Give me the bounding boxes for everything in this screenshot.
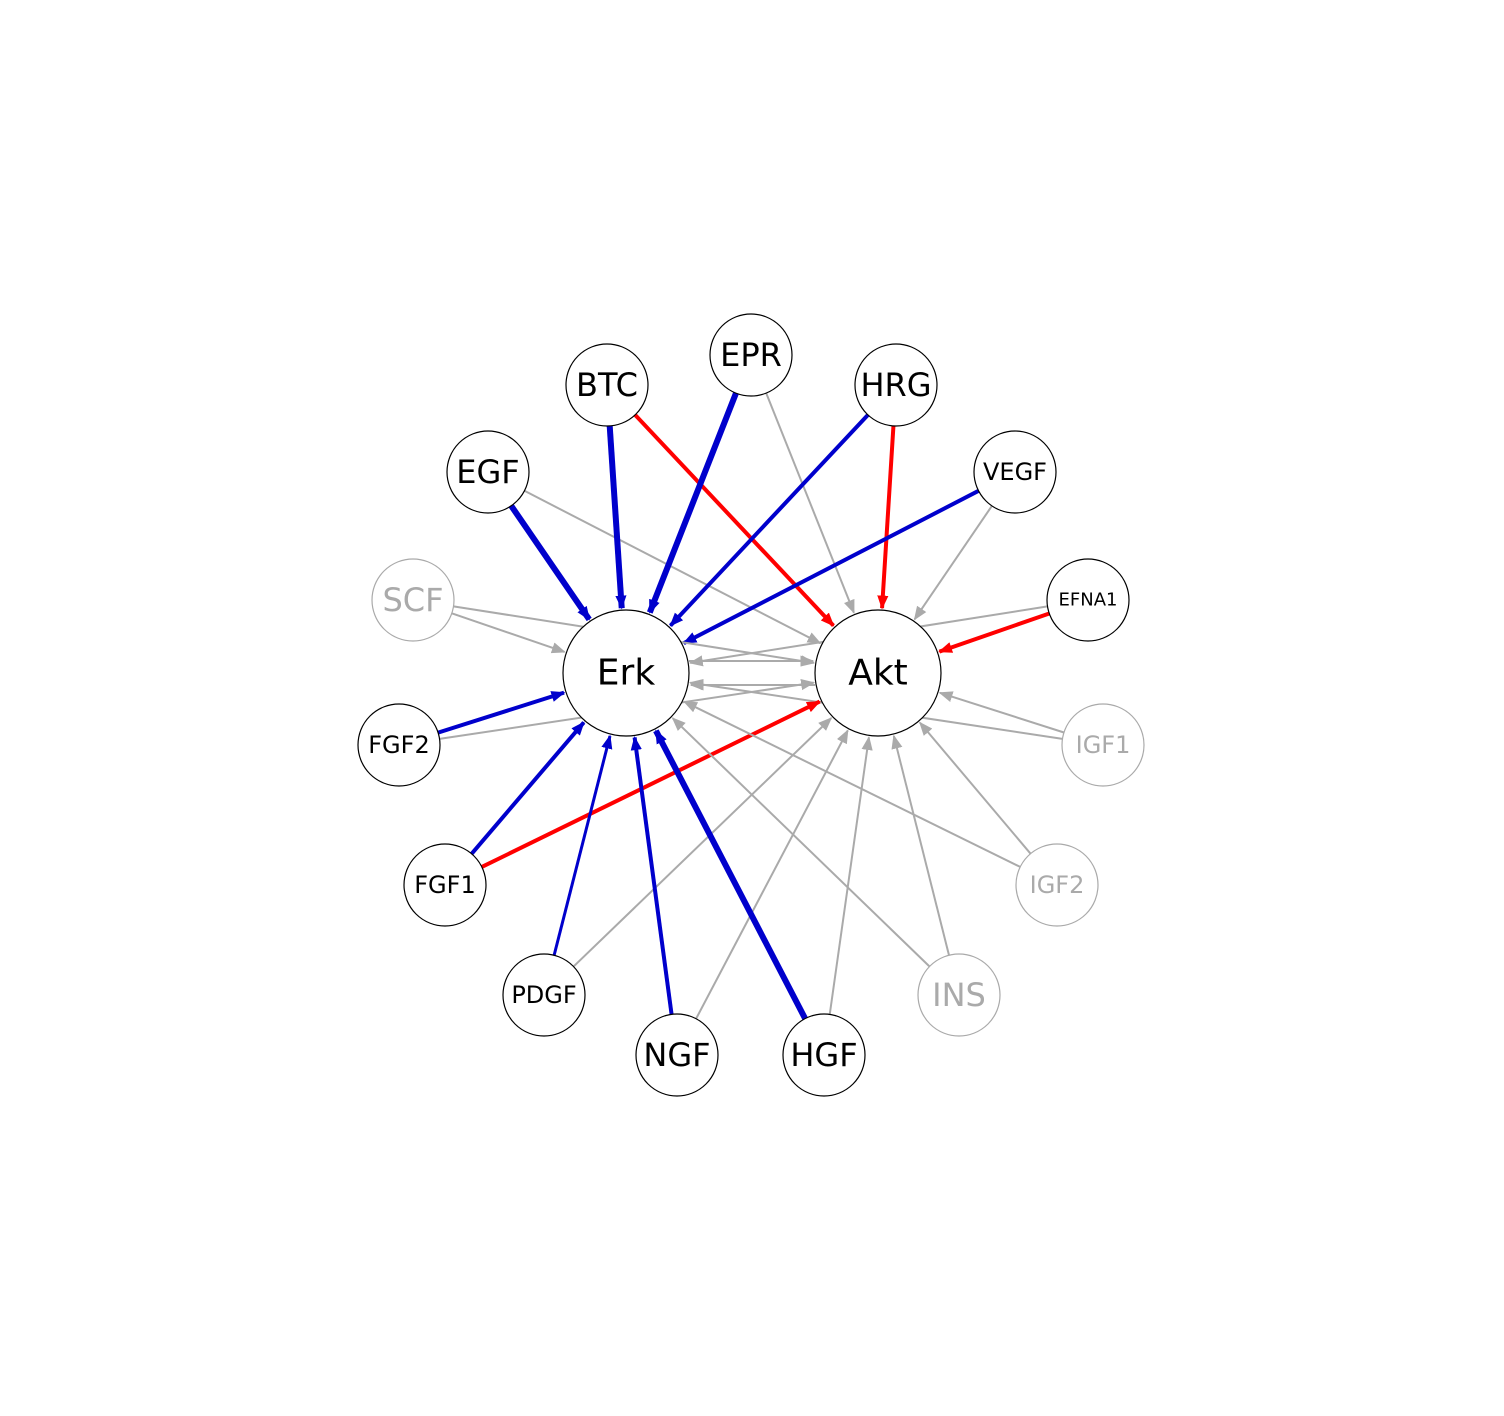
node-circle (562, 609, 690, 737)
edge-hgf-to-erk (653, 729, 808, 1020)
node-label: EFNA1 (1059, 590, 1118, 611)
edge-hrg-to-erk (668, 413, 870, 627)
node-erk: Erk (562, 609, 690, 737)
node-label: EGF (456, 453, 519, 491)
node-circle (357, 703, 441, 787)
edge-hrg-to-akt (877, 425, 896, 610)
edge-vegf-to-erk (682, 489, 980, 645)
edge-hgf-to-akt (828, 735, 873, 1015)
node-circle (403, 843, 487, 927)
edge-btc-to-erk (606, 425, 627, 610)
node-btc: BTC (565, 343, 649, 427)
edge-ngf-to-erk (630, 736, 674, 1015)
node-circle (709, 313, 793, 397)
edge-efna1-to-akt (938, 611, 1050, 654)
node-circle (635, 1013, 719, 1097)
node-label: VEGF (983, 458, 1047, 486)
node-circle (917, 953, 1001, 1037)
edge-fgf2-to-erk (437, 690, 566, 735)
edge-igf2-to-akt (919, 721, 1032, 855)
edge-igf2-to-erk (683, 700, 1021, 868)
node-epr: EPR (709, 313, 793, 397)
node-circle (1061, 703, 1145, 787)
nodes-layer: Erk Akt EPR BTC HRG EGF VEGF SCF EFNA1 FGF2 IGF1 FG… (357, 313, 1145, 1097)
edge-pdgf-to-akt (572, 717, 833, 968)
edge-ngf-to-akt (695, 729, 849, 1020)
node-circle (854, 343, 938, 427)
node-label: FGF2 (368, 731, 429, 759)
node-scf: SCF (371, 558, 455, 642)
node-label: PDGF (511, 981, 576, 1009)
node-circle (814, 609, 942, 737)
node-ins: INS (917, 953, 1001, 1037)
node-label: Erk (597, 653, 656, 694)
node-circle (565, 343, 649, 427)
node-label: Akt (848, 653, 908, 694)
node-vegf: VEGF (973, 430, 1057, 514)
node-pdgf: PDGF (502, 953, 586, 1037)
edge-fgf1-to-erk (470, 721, 586, 856)
edge-epr-to-erk (646, 392, 739, 614)
node-label: HRG (860, 366, 931, 404)
node-hgf: HGF (782, 1013, 866, 1097)
node-label: IGF2 (1030, 871, 1085, 899)
node-hrg: HRG (854, 343, 938, 427)
edge-fgf1-to-akt (480, 699, 821, 869)
node-label: SCF (382, 581, 443, 619)
node-label: INS (932, 976, 986, 1014)
node-circle (1015, 843, 1099, 927)
node-akt: Akt (814, 609, 942, 737)
node-label: HGF (790, 1036, 857, 1074)
node-label: IGF1 (1076, 731, 1131, 759)
edge-epr-to-akt (765, 392, 855, 614)
edge-egf-to-akt (523, 489, 822, 645)
node-circle (973, 430, 1057, 514)
edge-btc-to-akt (633, 413, 835, 628)
node-label: NGF (643, 1036, 710, 1074)
node-igf1: IGF1 (1061, 703, 1145, 787)
node-fgf1: FGF1 (403, 843, 487, 927)
node-label: BTC (576, 366, 638, 404)
node-label: FGF1 (414, 871, 475, 899)
node-circle (782, 1013, 866, 1097)
node-circle (502, 953, 586, 1037)
node-circle (1046, 558, 1130, 642)
edge-ins-to-akt (891, 734, 950, 956)
edge-igf1-to-akt (938, 691, 1065, 734)
edge-pdgf-to-erk (552, 734, 613, 956)
node-circle (446, 430, 530, 514)
node-igf2: IGF2 (1015, 843, 1099, 927)
node-efna1: EFNA1 (1046, 558, 1130, 642)
node-circle (371, 558, 455, 642)
node-label: EPR (720, 336, 782, 374)
edge-egf-to-erk (508, 504, 592, 622)
edge-ins-to-erk (671, 717, 931, 968)
edges-layer (437, 392, 1065, 1020)
edge-scf-to-erk (451, 612, 566, 654)
node-fgf2: FGF2 (357, 703, 441, 787)
node-ngf: NGF (635, 1013, 719, 1097)
node-egf: EGF (446, 430, 530, 514)
edge-vegf-to-akt (913, 505, 993, 621)
